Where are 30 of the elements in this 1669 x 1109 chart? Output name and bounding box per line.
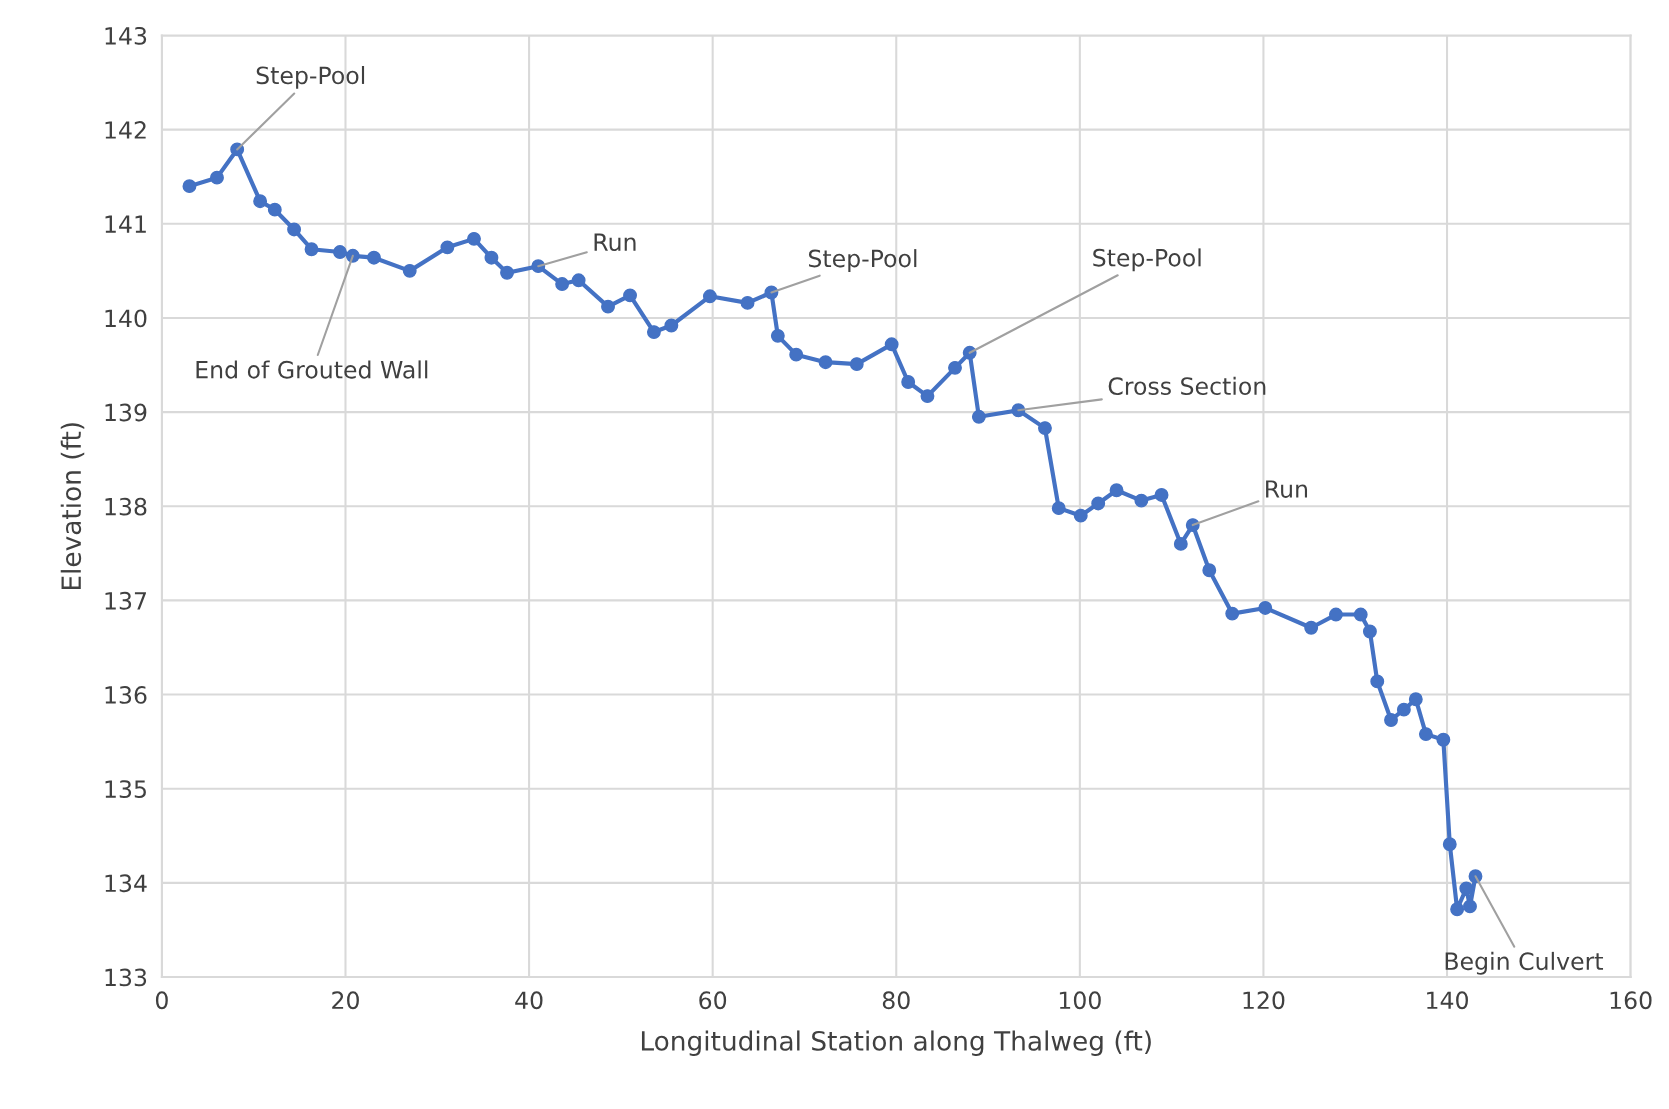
annotation: Step-Pool — [256, 65, 365, 89]
y-tick-label: 138 — [105, 497, 147, 516]
y-tick-label: 133 — [105, 968, 147, 987]
y-axis-title: Elevation (ft) — [60, 423, 85, 590]
x-tick-label: 120 — [1243, 991, 1285, 1010]
x-tick-label: 60 — [699, 991, 727, 1010]
x-tick-label: 80 — [882, 991, 910, 1010]
y-tick-label: 134 — [105, 874, 147, 893]
x-tick-label: 20 — [332, 991, 359, 1010]
y-tick-label: 141 — [105, 215, 146, 233]
y-tick-label: 143 — [105, 26, 147, 45]
annotation: End of Grouted Wall — [196, 360, 428, 379]
x-tick-label: 100 — [1059, 991, 1101, 1010]
y-tick-label: 139 — [105, 403, 147, 422]
y-tick-label: 142 — [105, 121, 146, 139]
annotation: Run — [1266, 480, 1308, 498]
annotation: Step-Pool — [808, 249, 917, 272]
y-tick-label: 140 — [105, 309, 147, 328]
x-tick-label: 160 — [1610, 991, 1652, 1010]
x-axis-title: Longitudinal Station along Thalweg (ft) — [641, 1030, 1151, 1056]
y-tick-label: 135 — [105, 780, 146, 799]
annotation: Run — [594, 233, 636, 252]
x-tick-label: 40 — [515, 991, 543, 1010]
x-tick-label: 0 — [155, 991, 168, 1010]
annotation: Cross Section — [1108, 376, 1266, 396]
annotation: Begin Culvert — [1445, 951, 1604, 975]
y-tick-label: 136 — [105, 686, 147, 704]
x-tick-label: 140 — [1427, 991, 1468, 1010]
y-tick-label: 137 — [105, 591, 146, 610]
annotation: Step-Pool — [1093, 248, 1201, 272]
